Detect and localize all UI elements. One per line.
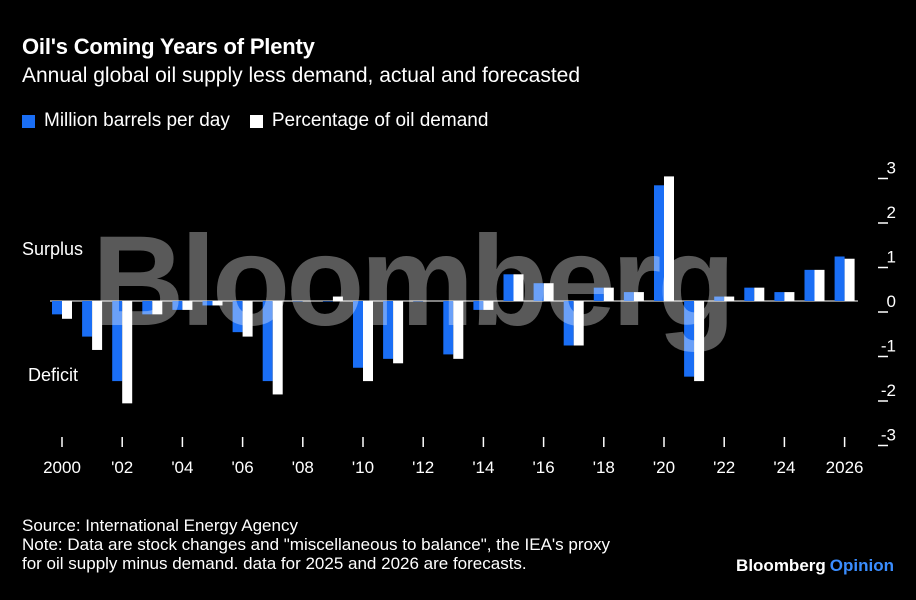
bar-mbpd-2016 [533,283,544,301]
y-tick-label: 0 [887,292,896,311]
bar-mbpd-2007 [262,301,273,382]
bar-mbpd-2025 [804,269,815,301]
deficit-label: Deficit [28,365,78,385]
bar-percentage-2016 [543,283,554,301]
x-tick-label: '16 [533,458,555,477]
brand-logo: Bloomberg Opinion [736,556,894,576]
bar-percentage-2015 [513,274,524,301]
footer: Source: International Energy Agency Note… [22,516,610,573]
x-axis: 2000 '02 '04 '06 '08 '10 '12 '14 '16 '18 '20 '22 '24… [43,437,864,477]
bar-percentage-2007 [272,301,283,395]
x-tick-label: '10 [352,458,374,477]
bar-percentage-2008 [302,301,313,302]
bar-mbpd-2009 [322,301,333,302]
bar-mbpd-2012 [413,301,424,302]
bar-mbpd-2005 [202,301,213,306]
bar-percentage-2017 [573,301,584,346]
chart-title: Oil's Coming Years of Plenty [22,34,315,59]
bar-mbpd-2017 [563,301,574,346]
bar-mbpd-2020 [654,185,664,301]
y-tick-label: -2 [881,381,896,400]
bars-group [50,176,858,404]
legend: Million barrels per day Percentage of oi… [22,110,508,132]
bar-percentage-2025 [814,269,825,301]
bar-percentage-2019 [633,292,644,301]
legend-item-mbpd: Million barrels per day [22,110,230,132]
brand-suffix: Opinion [829,556,894,575]
bar-percentage-2006 [242,301,253,337]
legend-swatch-mbpd [22,114,35,128]
bar-percentage-2014 [483,301,494,310]
bar-mbpd-2024 [774,292,785,301]
x-tick-label: '18 [593,458,615,477]
legend-label-mbpd: Million barrels per day [44,110,230,131]
x-tick-label: '02 [111,458,133,477]
y-tick-label: 1 [887,248,896,267]
bar-mbpd-2004 [172,301,183,310]
note-line-1: Note: Data are stock changes and "miscel… [22,535,610,554]
bar-percentage-2023 [754,287,765,301]
bar-percentage-2001 [92,301,103,350]
bar-percentage-2009 [332,296,343,301]
bar-mbpd-2023 [744,287,755,301]
bar-mbpd-2013 [443,301,454,355]
bar-percentage-2003 [152,301,163,315]
bar-mbpd-2018 [593,287,604,301]
brand-name: Bloomberg [736,556,826,575]
bar-mbpd-2008 [292,301,303,302]
bar-percentage-2026 [844,258,855,301]
bar-mbpd-2011 [383,301,394,359]
legend-item-percentage: Percentage of oil demand [249,110,489,132]
bar-mbpd-2010 [353,301,363,368]
x-tick-label: 2000 [43,458,81,477]
x-tick-label: 2026 [826,458,864,477]
bar-mbpd-2015 [503,274,514,301]
bar-mbpd-2014 [473,301,484,310]
bar-mbpd-2019 [623,292,634,301]
bar-percentage-2018 [603,287,614,301]
bar-percentage-2002 [122,301,133,404]
bar-mbpd-2002 [112,301,123,382]
bar-percentage-2013 [453,301,464,359]
bar-percentage-2022 [724,296,735,301]
x-tick-label: '08 [292,458,314,477]
bar-percentage-2021 [694,301,705,382]
legend-swatch-percentage [249,114,263,128]
x-tick-label: '20 [653,458,675,477]
bar-percentage-2000 [62,301,72,319]
bar-mbpd-2026 [834,256,845,301]
y-tick-label: 2 [887,203,896,222]
bar-percentage-2012 [423,301,434,302]
y-tick-label: -3 [881,426,896,445]
bar-percentage-2005 [212,301,223,306]
y-tick-label: 3 [887,159,896,178]
note-line-2: for oil supply minus demand. data for 20… [22,554,527,573]
surplus-label: Surplus [22,239,83,259]
bar-percentage-2010 [363,301,373,382]
bar-mbpd-2003 [142,301,153,315]
x-tick-label: '06 [232,458,254,477]
bar-mbpd-2000 [52,301,62,315]
x-tick-label: '24 [773,458,795,477]
bar-mbpd-2006 [232,301,243,333]
x-tick-label: '12 [412,458,434,477]
chart-subtitle: Annual global oil supply less demand, ac… [22,64,581,87]
y-tick-label: -1 [881,337,896,356]
x-tick-label: '04 [171,458,193,477]
bar-mbpd-2001 [82,301,93,337]
x-tick-label: '22 [713,458,735,477]
bar-percentage-2011 [393,301,404,364]
bar-percentage-2024 [784,292,795,301]
bar-percentage-2020 [664,176,674,301]
bar-percentage-2004 [182,301,193,310]
source-note: Source: International Energy Agency [22,516,298,535]
legend-label-percentage: Percentage of oil demand [271,110,489,131]
x-tick-label: '14 [472,458,494,477]
bar-mbpd-2022 [714,296,725,301]
bar-mbpd-2021 [684,301,695,377]
y-axis: 3 2 1 0 -1 -2 -3 [878,159,896,447]
